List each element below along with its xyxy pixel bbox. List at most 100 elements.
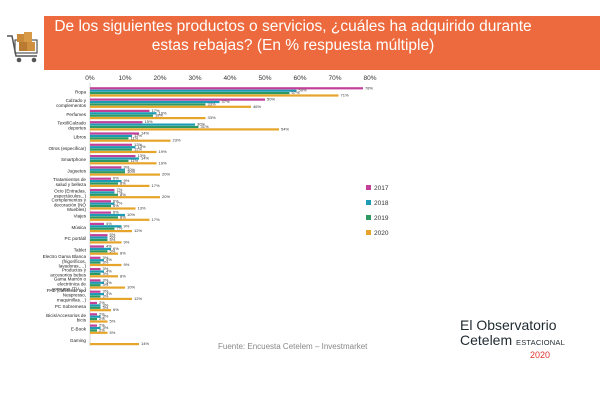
legend-label: 2020 [374,230,389,237]
bar-2019 [90,114,153,117]
bar-2020 [90,263,122,267]
category-label: Ocio (Entradas, espectáculos...) [54,189,87,199]
bar-2018 [90,304,101,307]
data-label: 9% [124,239,130,244]
category-label-line: Tratamientos de [53,177,86,182]
category-label: PC portátil [65,236,86,241]
category-label-line: Gama Marrón o [54,276,87,281]
bar-2020 [90,241,122,244]
data-label: 3% [103,255,109,260]
bar-2017 [90,222,104,225]
data-label: 5% [110,232,116,237]
bar-2017 [90,132,139,135]
data-label: 9% [124,223,130,228]
category-label: Gaming [70,338,87,343]
data-label: 3% [103,289,109,294]
data-label: 17% [152,108,160,113]
logo-line2: Cetelem ESTACIONAL [460,333,590,350]
bar-2018 [90,259,104,262]
bar-2017 [90,121,143,124]
bar-2020 [90,150,157,154]
data-label: 4% [106,269,112,274]
bar-2018 [90,270,104,273]
category-label-line: Bicis/Accesorios de [46,313,86,318]
data-label: 19% [159,149,167,154]
category-label-line: Libros [73,134,86,139]
bar-2019 [90,318,97,321]
bar-2017 [90,290,101,293]
bar-2019 [90,295,101,298]
bar-2017 [90,166,122,169]
data-label: 13% [138,206,146,211]
bar-2018 [90,100,220,104]
data-label: 3% [103,302,109,307]
category-label-line: Smartphone [61,157,86,162]
bar-2020 [90,105,251,108]
category-label-line: Gaming [70,338,87,343]
bar-2020 [90,128,279,131]
bar-2020 [90,252,118,255]
category-label-line: (frigoríficos, [62,259,86,264]
x-tick-label: 40% [223,75,236,82]
bar-2017 [90,109,150,112]
legend-label: 2017 [374,185,389,192]
category-label: Música [71,225,86,230]
data-label: 59% [299,88,307,93]
data-label: 12% [134,296,142,301]
bar-2019 [90,125,199,129]
category-label: Ropa [75,89,86,94]
bar-2020 [90,286,125,289]
data-label: 2% [99,316,105,321]
data-label: 8% [120,273,126,278]
data-label: 2% [99,300,105,305]
data-label: 20% [162,194,170,199]
category-label: Juguetes [67,168,86,173]
bar-2020 [90,94,339,97]
bar-2018 [90,157,139,160]
category-label: Gama Marrón o electrónica de consumo (TV,…… [52,276,87,291]
bar-2018 [90,213,125,217]
category-label: Libros [73,134,86,139]
category-label: Calzado y complementos [56,98,87,108]
bar-2019 [90,193,118,196]
bar-2020 [90,218,150,221]
category-label: Otros (especificar) [48,146,86,151]
data-label: 37% [222,99,230,104]
bar-2019 [90,306,101,309]
bar-2020 [90,162,157,165]
bar-2018 [90,146,136,149]
data-label: 71% [341,93,349,98]
legend-swatch-2018 [366,200,371,205]
bar-2020 [90,297,132,300]
data-label: 3% [103,266,109,271]
data-label: 4% [106,257,112,262]
bar-2017 [90,188,115,192]
category-label-line: Muebles) [67,207,86,212]
data-label: 14% [141,156,149,161]
bar-2018 [90,247,111,250]
data-label: 8% [120,214,126,219]
category-label: Smartphone [61,157,86,162]
data-label: 7% [117,187,123,192]
category-label: Complementos y decoración (NO Muebles) [52,197,87,212]
bar-2019 [90,250,108,253]
category-label-line: maquinillas…) [57,298,87,303]
bar-2019 [90,92,290,95]
bar-2019 [90,103,206,106]
bar-2017 [90,143,132,146]
legend-label: 2019 [374,215,389,222]
category-label-line: Calzado y [66,98,87,103]
category-label-line: Complementos y [52,197,87,202]
data-label: 10% [127,285,135,290]
data-label: 54% [281,126,289,131]
category-label-line: Productos y [62,268,87,273]
category-label-line: consumo (TV,…) [52,286,87,291]
data-label: 6% [113,176,119,181]
category-label-line: PC Sobremesa [55,304,87,309]
data-label: 4% [106,244,112,249]
data-label: 31% [201,124,209,129]
data-label: 6% [113,203,119,208]
data-label: 9% [124,178,130,183]
data-label: 57% [292,90,300,95]
data-label: 6% [113,210,119,215]
